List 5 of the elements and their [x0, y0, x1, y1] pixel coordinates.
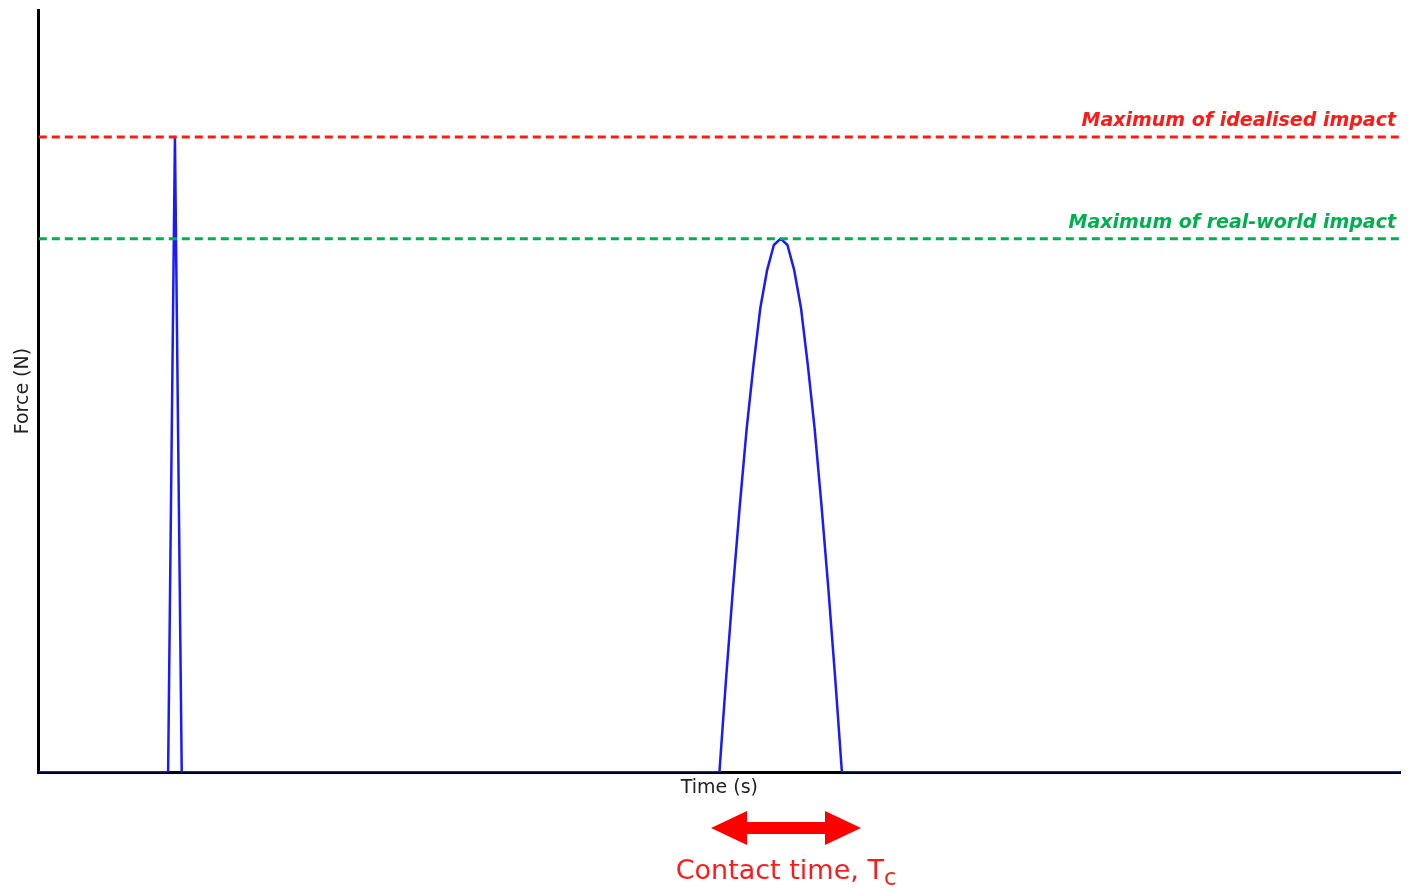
y-axis-title: Force (N) [10, 347, 33, 435]
ref-line-label: Maximum of real-world impact [1068, 210, 1397, 233]
text: Contact time, T$_{c}$ [674, 854, 898, 889]
ref-line-label: Maximum of idealised impact [1081, 108, 1397, 131]
x-axis-title: Time (s) [679, 774, 759, 797]
